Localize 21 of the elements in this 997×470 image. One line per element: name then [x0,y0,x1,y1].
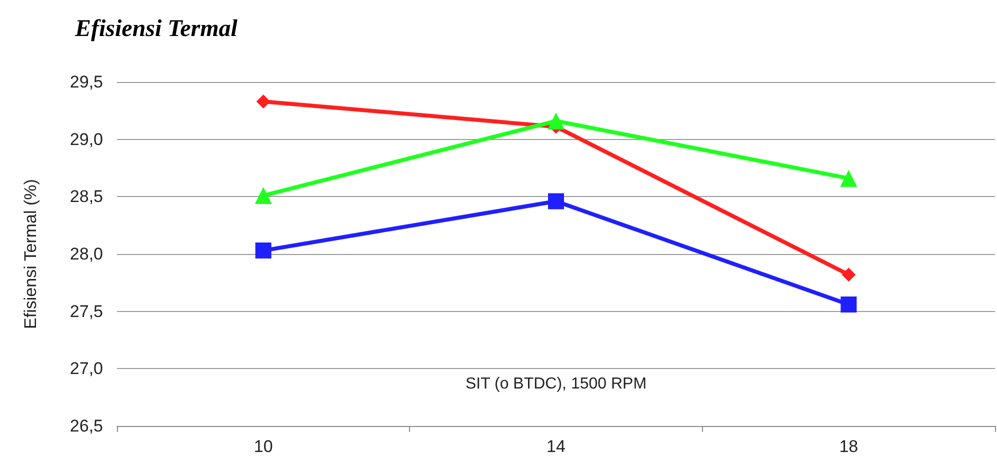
point [548,112,564,130]
x-axis-title: SIT (o BTDC), 1500 RPM [465,376,647,392]
point [254,187,272,204]
y-tick-label: 29,0 [70,130,103,149]
point [548,193,564,210]
x-tick-label: 18 [839,437,858,456]
point [256,94,270,108]
y-axis-title: Efisiensi Termal (%) [21,179,40,329]
point [840,296,857,312]
y-tick-label: 27,5 [70,302,103,321]
y-tick-label: 28,5 [70,187,103,206]
point [255,242,272,259]
x-tick-label: 14 [546,437,566,456]
y-tick-label: 28,0 [70,244,103,264]
y-tick-label: 26,5 [70,416,103,436]
point [840,170,858,187]
chart-title: Efisiensi Termal [74,16,238,42]
y-tick-label: 27,0 [70,359,103,378]
y-tick-label: 29,5 [70,72,103,92]
x-tick-label: 10 [254,437,273,456]
point [842,268,856,282]
